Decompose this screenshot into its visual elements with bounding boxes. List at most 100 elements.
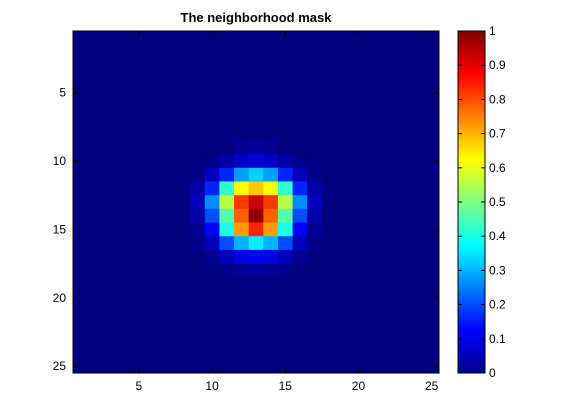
heatmap-cell <box>131 195 147 210</box>
heatmap-cell <box>395 345 411 360</box>
heatmap-cell <box>102 345 118 360</box>
heatmap-cell <box>131 318 147 333</box>
x-axis: 5 10 15 20 25 <box>136 31 439 393</box>
heatmap-cell <box>292 304 308 319</box>
heatmap-cell <box>248 290 264 306</box>
heatmap-cell <box>336 222 352 237</box>
heatmap-cell <box>160 154 176 169</box>
heatmap-cell <box>424 236 440 251</box>
heatmap-cell <box>321 72 338 87</box>
heatmap-cell <box>219 222 235 237</box>
heatmap-cell <box>336 181 352 196</box>
heatmap-cell <box>263 359 279 374</box>
heatmap-cell <box>73 58 89 73</box>
heatmap-cell <box>102 277 118 292</box>
heatmap-cell <box>146 44 162 59</box>
heatmap-cell <box>87 195 103 210</box>
heatmap-cell <box>263 277 279 292</box>
heatmap-cell <box>424 181 440 196</box>
heatmap-cell <box>190 113 206 128</box>
heatmap-cell <box>102 167 118 182</box>
x-tick-label: 20 <box>352 379 366 393</box>
heatmap-cell <box>131 236 147 251</box>
heatmap-cell <box>146 277 162 292</box>
heatmap-cell <box>307 277 323 292</box>
heatmap-cell <box>380 58 396 73</box>
heatmap-cell <box>395 72 411 87</box>
heatmap-cell <box>219 318 235 333</box>
heatmap-cell <box>190 195 206 210</box>
heatmap-cell <box>204 263 220 278</box>
colorbar <box>457 30 486 374</box>
heatmap-cell <box>321 167 338 182</box>
heatmap-cell <box>277 44 294 59</box>
heatmap-cell <box>292 154 308 169</box>
heatmap-cell <box>160 345 176 360</box>
heatmap-cell <box>380 290 396 306</box>
heatmap-cell <box>219 140 235 155</box>
heatmap-cell <box>175 195 191 210</box>
heatmap-cell <box>102 126 118 141</box>
heatmap-cell <box>263 222 279 237</box>
heatmap-cell <box>190 154 206 169</box>
heatmap-cell <box>87 44 103 59</box>
heatmap-cell <box>277 126 294 141</box>
heatmap-cell <box>380 263 396 278</box>
heatmap-cell <box>263 236 279 251</box>
x-tick-label: 10 <box>205 379 219 393</box>
heatmap-cell <box>102 140 118 155</box>
heatmap-cell <box>234 126 250 141</box>
heatmap-cell <box>351 304 367 319</box>
heatmap-cell <box>277 140 294 155</box>
heatmap-cell <box>102 331 118 347</box>
heatmap-cell <box>336 318 352 333</box>
heatmap-cell <box>263 345 279 360</box>
heatmap-cell <box>73 318 89 333</box>
heatmap-cell <box>336 236 352 251</box>
heatmap-cell <box>395 277 411 292</box>
heatmap-cell <box>219 44 235 59</box>
heatmap-cell <box>87 208 103 224</box>
heatmap-cell <box>365 277 381 292</box>
heatmap-cell <box>116 304 133 319</box>
heatmap-cell <box>248 277 264 292</box>
heatmap-cell <box>380 85 396 100</box>
heatmap-cell <box>190 222 206 237</box>
heatmap-cell <box>175 222 191 237</box>
heatmap-cell <box>87 31 103 46</box>
heatmap-cell <box>190 72 206 87</box>
heatmap-cell <box>219 72 235 87</box>
heatmap-cell <box>351 85 367 100</box>
heatmap-cell <box>175 126 191 141</box>
heatmap-cell <box>277 277 294 292</box>
heatmap-cell <box>248 331 264 347</box>
heatmap-cell <box>146 85 162 100</box>
heatmap-cell <box>292 359 308 374</box>
heatmap-cell <box>190 290 206 306</box>
heatmap-cell <box>146 99 162 114</box>
chart-title: The neighborhood mask <box>181 10 333 25</box>
heatmap-cell <box>395 113 411 128</box>
heatmap-cell <box>190 140 206 155</box>
heatmap-cell <box>351 44 367 59</box>
heatmap-cell <box>365 72 381 87</box>
heatmap-cell <box>409 126 425 141</box>
heatmap-cell <box>351 99 367 114</box>
heatmap-cell <box>219 167 235 182</box>
heatmap-cell <box>321 318 338 333</box>
heatmap-cell <box>219 113 235 128</box>
heatmap-cell <box>219 331 235 347</box>
heatmap-cell <box>321 359 338 374</box>
heatmap-cell <box>219 277 235 292</box>
heatmap-cell <box>307 345 323 360</box>
colorbar-tick-label: 0.7 <box>489 127 506 141</box>
heatmap-cell <box>380 208 396 224</box>
heatmap-cell <box>160 277 176 292</box>
heatmap-cell <box>204 318 220 333</box>
heatmap-cell <box>336 277 352 292</box>
heatmap-cell <box>87 249 103 265</box>
heatmap-cell <box>102 290 118 306</box>
heatmap-cell <box>351 318 367 333</box>
colorbar-tick-label: 0.4 <box>489 229 506 243</box>
heatmap-cell <box>87 99 103 114</box>
